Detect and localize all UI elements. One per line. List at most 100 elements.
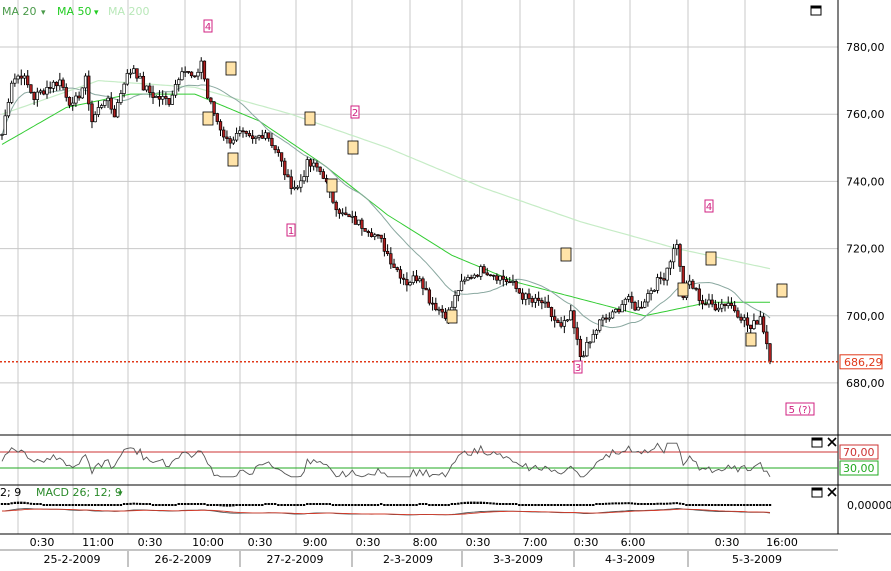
date-label: 26-2-2009 [155, 553, 212, 566]
candle-body [161, 96, 165, 100]
candle-body [42, 90, 46, 95]
macd-histogram-bar [592, 504, 595, 506]
candle-body [109, 97, 113, 110]
macd-histogram-bar [0, 503, 4, 505]
macd-histogram-bar [29, 502, 33, 505]
date-label: 4-3-2009 [605, 553, 655, 566]
macd-histogram-bar [405, 504, 409, 506]
macd-histogram-bar [228, 504, 232, 507]
macd-histogram-bar [482, 501, 486, 504]
wave-label: 3 [575, 363, 581, 374]
macd-histogram-bar [434, 504, 438, 506]
maximize-icon[interactable] [811, 487, 823, 498]
macd-histogram-bar [116, 504, 119, 506]
chevron-down-icon[interactable]: ▾ [118, 489, 123, 499]
candle-body [514, 281, 518, 289]
time-tick-label: 0:30 [248, 536, 273, 549]
macd-histogram-bar [723, 504, 727, 506]
candle-body [418, 278, 422, 282]
candle-body [421, 278, 425, 289]
ma20-line [1, 84, 771, 329]
macd-histogram-bar [103, 504, 107, 506]
macd-histogram-bar [261, 504, 264, 506]
candle-body [112, 108, 117, 118]
macd-histogram-bar [534, 504, 537, 506]
candle-body [729, 302, 734, 306]
price-tick-label: 780,00 [846, 41, 885, 54]
indicator-ma50[interactable]: MA 50 [57, 5, 92, 18]
date-label: 2-3-2009 [383, 553, 433, 566]
macd-histogram-bar [151, 504, 155, 506]
macd-histogram-bar [672, 502, 675, 505]
candle-body [263, 132, 268, 139]
close-icon[interactable] [827, 487, 837, 497]
macd-histogram-bar [74, 504, 78, 506]
close-icon[interactable] [827, 437, 837, 447]
candle-body [398, 269, 403, 279]
macd-histogram-bar [421, 503, 425, 505]
macd-histogram-bar [431, 504, 434, 506]
candle-body [459, 280, 464, 291]
candle-body [353, 215, 358, 225]
candle-body [337, 209, 342, 214]
candle-body [504, 279, 509, 283]
candle-body [543, 301, 547, 304]
candle-body [710, 299, 714, 305]
candle-body [289, 176, 293, 189]
macd-histogram-bar [203, 503, 206, 505]
macd-histogram-bar [212, 504, 216, 506]
macd-histogram-bar [344, 504, 348, 506]
macd-histogram-bar [77, 504, 81, 506]
macd-histogram-bar [450, 503, 454, 505]
maximize-icon[interactable] [811, 437, 823, 448]
macd-histogram-bar [264, 503, 267, 505]
macd-histogram-bar [746, 504, 749, 506]
macd-histogram-bar [489, 502, 492, 505]
candle-body [434, 302, 438, 310]
macd-histogram-bar [49, 504, 52, 506]
candle-body [99, 105, 104, 108]
candle-body [688, 280, 692, 286]
candle-body [96, 107, 101, 115]
candle-body [122, 83, 126, 94]
macd-histogram-bar [13, 501, 17, 504]
macd-histogram-bar [23, 501, 26, 504]
macd-histogram-bar [637, 502, 640, 505]
candle-body [199, 60, 203, 73]
macd-label[interactable]: MACD 26; 12; 9 [36, 486, 122, 499]
macd-histogram-bar [582, 504, 585, 506]
macd-histogram-bar [93, 504, 97, 506]
candle-body [273, 145, 277, 151]
wave-label-box [573, 360, 583, 374]
macd-histogram-bar [238, 504, 241, 506]
candle-body [697, 288, 701, 301]
macd-histogram-bar [531, 504, 534, 506]
signal-marker [677, 282, 689, 297]
chevron-down-icon[interactable]: ▾ [41, 8, 46, 18]
macd-histogram-bar [200, 503, 203, 505]
macd-histogram-bar [765, 504, 768, 506]
macd-histogram-bar [553, 504, 556, 506]
indicator-ma20[interactable]: MA 20 [2, 5, 37, 18]
macd-histogram-bar [254, 504, 258, 506]
wave-label-box [704, 199, 714, 213]
maximize-icon[interactable] [810, 5, 822, 16]
candle-body [533, 297, 538, 303]
candle-body [16, 75, 20, 80]
macd-histogram-bar [312, 503, 315, 505]
macd-histogram-bar [704, 504, 707, 506]
price-tick-label: 760,00 [846, 108, 885, 121]
candle-body [736, 310, 740, 318]
candle-body [591, 334, 595, 343]
candle-body [270, 137, 274, 146]
candle-body [498, 275, 502, 281]
macd-histogram-bar [367, 504, 370, 506]
macd-histogram-bar [595, 503, 598, 505]
wave-label: 2 [352, 108, 358, 119]
candle-body [655, 277, 660, 291]
macd-histogram-bar [389, 504, 393, 506]
chevron-down-icon[interactable]: ▾ [94, 8, 99, 18]
candle-body [106, 97, 110, 102]
candle-body [250, 135, 255, 139]
indicator-ma200[interactable]: MA 200 [108, 5, 150, 18]
